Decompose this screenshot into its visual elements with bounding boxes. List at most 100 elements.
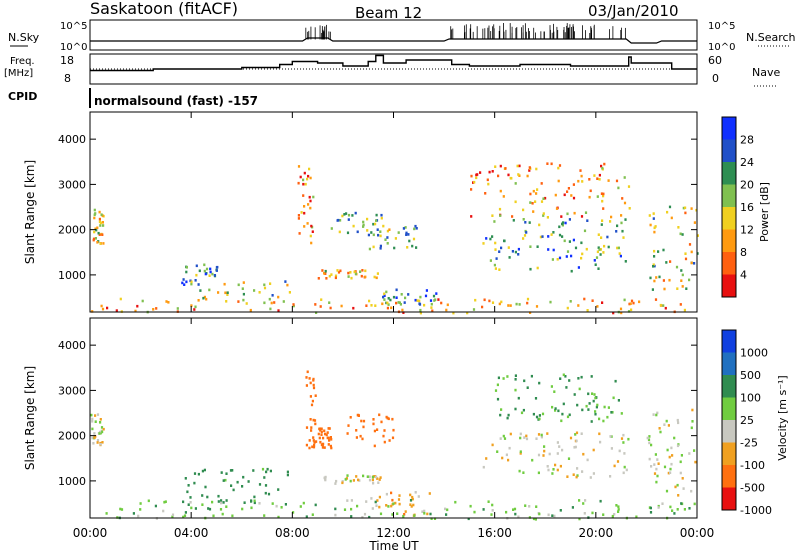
data-cell	[313, 419, 317, 422]
data-cell	[94, 420, 97, 423]
data-cell	[594, 410, 597, 413]
colorbar-segment	[722, 465, 736, 488]
data-cell	[558, 164, 562, 167]
data-cell	[226, 291, 229, 294]
data-cell	[115, 309, 118, 312]
y-tick-label: 4000	[58, 339, 86, 352]
data-cell	[685, 287, 688, 290]
data-cell	[628, 302, 631, 306]
data-cell	[536, 188, 539, 191]
data-cell	[594, 412, 597, 416]
data-cell	[534, 397, 538, 400]
data-cell	[308, 167, 311, 171]
data-cell	[101, 233, 104, 236]
data-cell	[403, 513, 406, 516]
data-cell	[320, 427, 323, 431]
data-cell	[525, 231, 528, 234]
data-cell	[93, 432, 96, 435]
data-cell	[622, 441, 625, 444]
beam-label: Beam 12	[355, 4, 422, 22]
data-cell	[491, 170, 494, 173]
data-cell	[551, 258, 554, 261]
data-cell	[542, 454, 545, 457]
data-cell	[354, 272, 357, 276]
data-cell	[543, 449, 546, 453]
data-cell	[575, 475, 578, 479]
data-cell	[387, 297, 390, 300]
data-cell	[339, 269, 342, 273]
data-cell	[474, 298, 477, 302]
data-cell	[445, 308, 448, 312]
velocity-colorbar: 1000 500 100 25 -25 -100 -500 -1000	[721, 329, 772, 517]
data-cell	[250, 499, 253, 502]
data-cell	[625, 468, 628, 472]
data-cell	[379, 247, 382, 250]
data-cell	[506, 416, 509, 420]
data-cell	[378, 478, 381, 481]
data-cell	[217, 291, 220, 294]
data-cell	[502, 195, 505, 198]
data-cell	[120, 508, 124, 511]
nave-right-tick-bottom: 0	[712, 72, 719, 85]
data-cell	[352, 306, 355, 310]
data-cell	[284, 503, 287, 506]
data-cell	[578, 387, 581, 391]
data-cell	[314, 503, 317, 507]
data-cell	[566, 250, 570, 253]
data-cell	[322, 442, 325, 446]
x-tick-label: 20:00	[579, 526, 614, 540]
data-cell	[292, 304, 295, 308]
data-cell	[242, 281, 245, 284]
data-cell	[482, 508, 485, 511]
data-cell	[286, 473, 289, 477]
data-cell	[665, 261, 668, 264]
data-cell	[361, 269, 364, 272]
data-cell	[670, 462, 673, 466]
data-cell	[215, 266, 218, 269]
data-cell	[327, 443, 330, 446]
data-cell	[413, 227, 416, 231]
data-cell	[491, 443, 494, 447]
data-cell	[676, 483, 679, 487]
data-cell	[417, 495, 420, 498]
data-cell	[595, 405, 598, 409]
data-cell	[508, 446, 511, 450]
data-cell	[298, 232, 301, 235]
data-cell	[308, 377, 311, 380]
data-cell	[378, 413, 381, 417]
data-cell	[647, 438, 651, 441]
data-cell	[365, 304, 368, 307]
data-cell	[409, 503, 412, 506]
data-cell	[406, 246, 409, 249]
data-cell	[412, 237, 416, 241]
data-cell	[546, 216, 549, 219]
data-cell	[347, 271, 350, 275]
data-cell	[349, 479, 352, 483]
data-cell	[414, 298, 417, 302]
data-cell	[547, 235, 550, 238]
data-cell	[304, 182, 307, 186]
data-cell	[494, 389, 498, 392]
colorbar-tick-label: 28	[740, 134, 754, 147]
data-cell	[212, 514, 215, 518]
data-cell	[273, 301, 276, 304]
data-cell	[653, 255, 656, 258]
data-cell	[390, 306, 393, 310]
data-cell	[222, 479, 225, 482]
data-cell	[649, 276, 652, 280]
data-cell	[610, 215, 613, 219]
data-cell	[557, 166, 560, 170]
data-cell	[434, 298, 437, 301]
data-cell	[267, 492, 271, 496]
data-cell	[392, 502, 395, 505]
data-cell	[524, 504, 527, 507]
power-colorbar-label: Power [dB]	[758, 182, 771, 242]
data-cell	[93, 230, 96, 234]
data-cell	[310, 241, 313, 245]
data-cell	[394, 501, 397, 505]
x-tick-label: 00:00	[680, 526, 715, 540]
data-cell	[623, 201, 627, 205]
data-cell	[696, 252, 699, 255]
data-cell	[355, 436, 358, 439]
colorbar-segment	[722, 184, 736, 207]
